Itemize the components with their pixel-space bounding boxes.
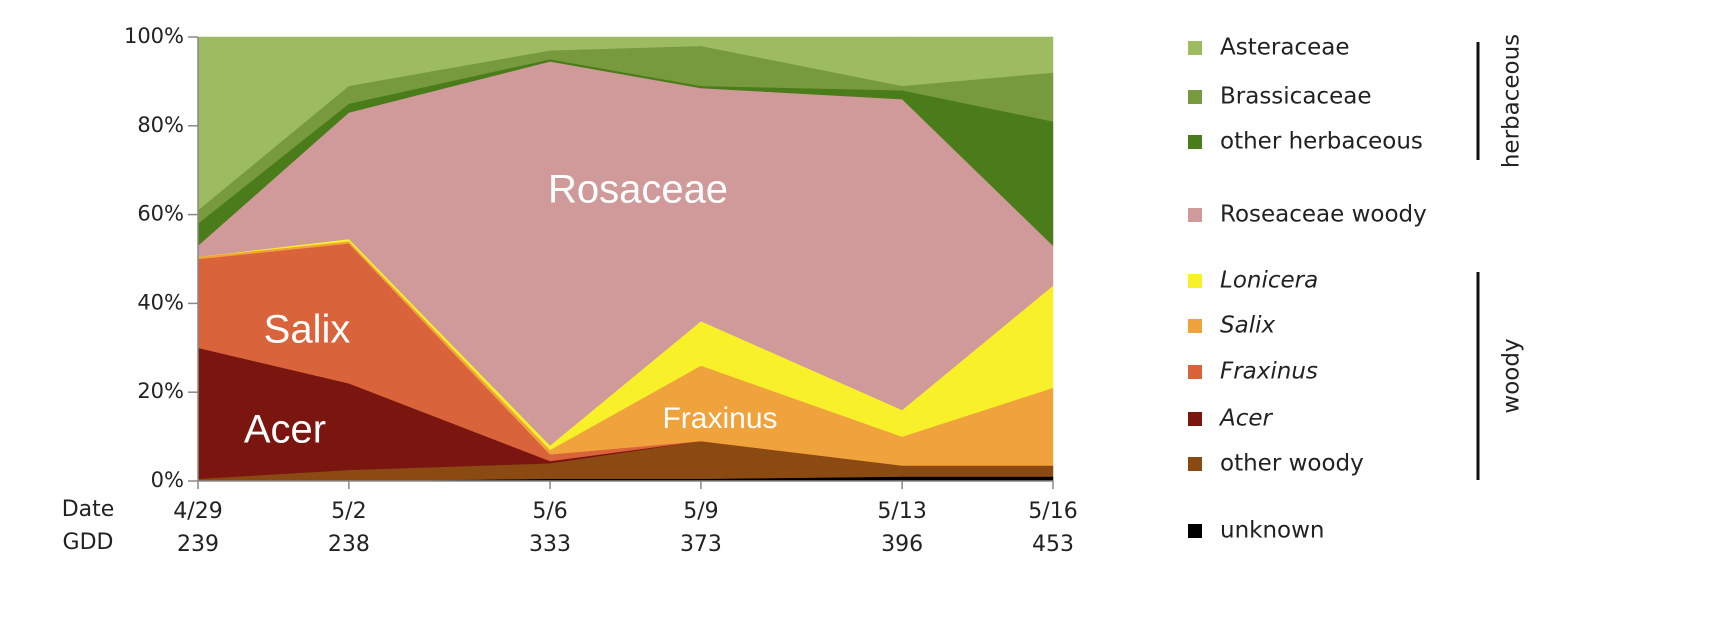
- legend-swatch: [1188, 365, 1202, 379]
- annotation: Salix: [264, 308, 351, 352]
- gdd-label: GDD: [63, 530, 114, 555]
- gdd-value: 396: [881, 532, 923, 557]
- annotation: Acer: [244, 408, 326, 452]
- gdd-value: 238: [328, 532, 370, 557]
- legend-swatch: [1188, 41, 1202, 55]
- x-tick-label: 5/16: [1028, 499, 1077, 524]
- x-axis-label: Date: [62, 497, 115, 522]
- legend-label: other herbaceous: [1220, 129, 1423, 155]
- legend-swatch: [1188, 90, 1202, 104]
- annotation: Rosaceae: [548, 168, 728, 212]
- gdd-value: 239: [177, 532, 219, 557]
- legend-swatch: [1188, 208, 1202, 222]
- x-tick-label: 5/6: [532, 499, 567, 524]
- y-tick-label: 100%: [124, 24, 184, 48]
- y-tick-label: 0%: [151, 468, 184, 492]
- gdd-value: 333: [529, 532, 571, 557]
- y-tick-label: 80%: [137, 113, 184, 137]
- legend-swatch: [1188, 412, 1202, 426]
- annotation: Fraxinus: [662, 402, 777, 435]
- legend-label: other woody: [1220, 451, 1364, 477]
- legend-swatch: [1188, 274, 1202, 288]
- legend-swatch: [1188, 524, 1202, 538]
- legend-label: Roseaceae woody: [1220, 202, 1427, 228]
- legend-label: unknown: [1220, 518, 1325, 544]
- x-tick-label: 5/9: [683, 499, 718, 524]
- x-tick-label: 5/13: [877, 499, 926, 524]
- legend-group-label: woody: [1499, 338, 1525, 413]
- y-tick-label: 20%: [137, 379, 184, 403]
- legend-swatch: [1188, 319, 1202, 333]
- legend-swatch: [1188, 457, 1202, 471]
- x-tick-label: 5/2: [331, 499, 366, 524]
- y-tick-label: 60%: [137, 202, 184, 226]
- x-tick-label: 4/29: [173, 499, 222, 524]
- legend-label: Brassicaceae: [1220, 84, 1371, 110]
- legend-swatch: [1188, 135, 1202, 149]
- area: [197, 36, 1054, 211]
- legend-label: Lonicera: [1220, 268, 1318, 294]
- legend-label: Asteraceae: [1220, 35, 1349, 61]
- legend-group-label: herbaceous: [1499, 34, 1525, 168]
- gdd-value: 373: [680, 532, 722, 557]
- gdd-value: 453: [1032, 532, 1074, 557]
- y-tick-label: 40%: [137, 290, 184, 314]
- legend-label: Salix: [1220, 313, 1275, 339]
- legend-label: Fraxinus: [1220, 359, 1318, 385]
- legend-label: Acer: [1218, 406, 1274, 432]
